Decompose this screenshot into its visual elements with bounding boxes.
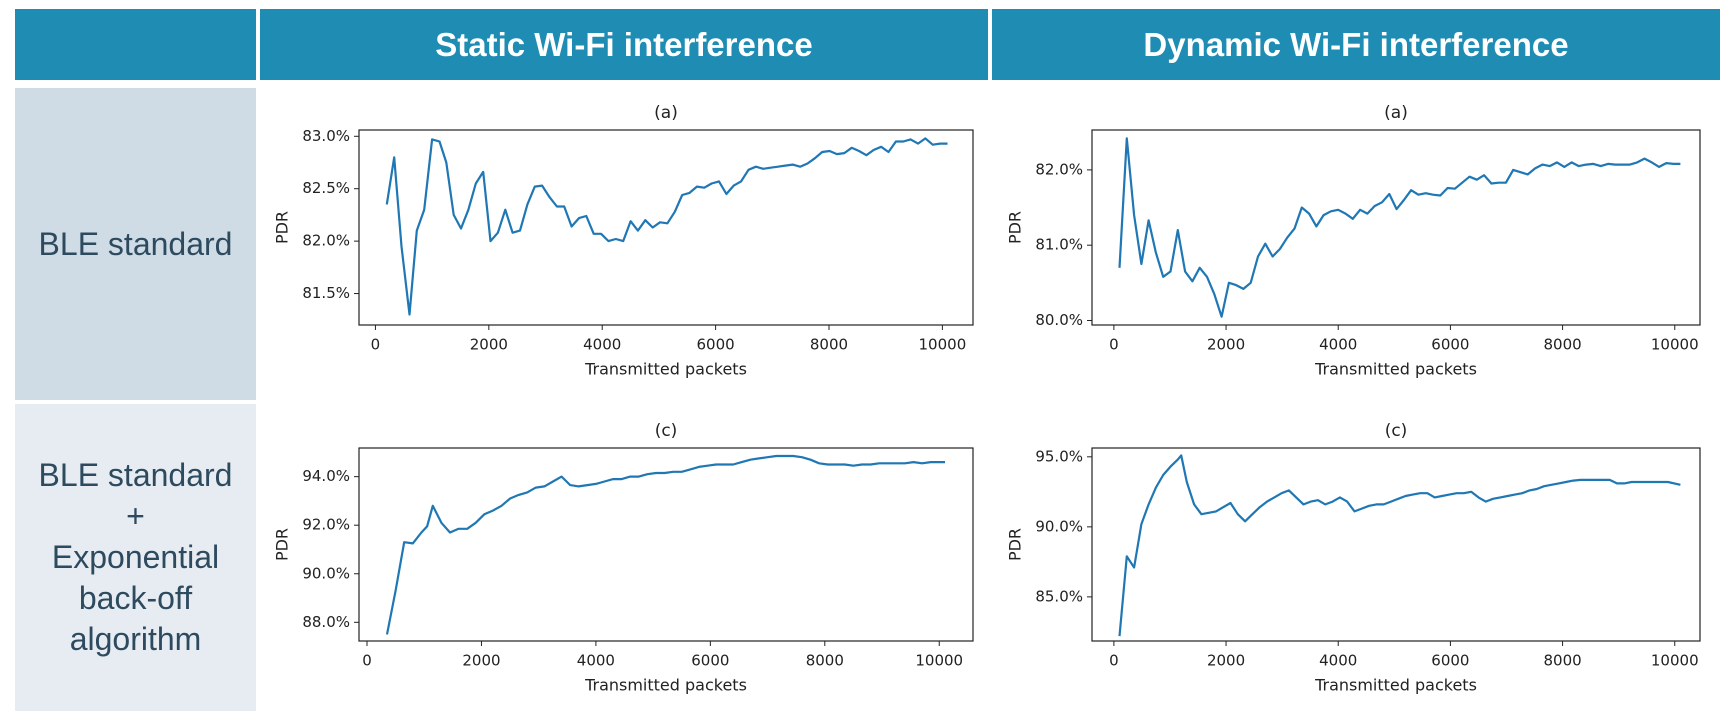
row-label: BLE standard + Exponential back-off algorith… xyxy=(15,404,256,711)
y-axis-label: PDR xyxy=(273,528,292,561)
row-label-line: algorithm xyxy=(69,621,202,657)
x-tick-label: 8000 xyxy=(1543,652,1581,670)
header-text: Static Wi-Fi interference xyxy=(435,25,813,63)
header-cell: Static Wi-Fi interference xyxy=(260,9,988,80)
y-tick-label: 85.0% xyxy=(1035,587,1083,605)
x-tick-label: 0 xyxy=(1109,652,1119,670)
x-tick-label: 6000 xyxy=(1431,652,1469,670)
header-cell: Dynamic Wi-Fi interference xyxy=(992,9,1720,80)
row-label-line: Exponential xyxy=(51,539,220,575)
y-tick-label: 92.0% xyxy=(302,516,350,534)
row-label-line: BLE standard xyxy=(38,225,233,262)
x-tick-label: 4000 xyxy=(1319,336,1357,354)
plot-frame xyxy=(1091,129,1701,326)
y-tick-label: 95.0% xyxy=(1035,447,1083,465)
x-tick-label: 6000 xyxy=(691,652,729,670)
x-tick-label: 8000 xyxy=(1543,336,1581,354)
y-tick-label: 82.0% xyxy=(1035,160,1083,178)
y-tick-label: 90.0% xyxy=(302,564,350,582)
data-line xyxy=(1118,454,1681,637)
x-tick-label: 2000 xyxy=(1207,336,1245,354)
x-tick-label: 4000 xyxy=(583,336,621,354)
x-tick-label: 6000 xyxy=(697,336,735,354)
x-tick-label: 0 xyxy=(371,336,381,354)
x-tick-label: 2000 xyxy=(462,652,500,670)
y-tick-label: 88.0% xyxy=(302,613,350,631)
x-axis-label: Transmitted packets xyxy=(1314,360,1477,379)
data-line xyxy=(385,454,945,635)
row-label-line: back-off xyxy=(78,580,193,616)
x-tick-label: 10000 xyxy=(915,652,963,670)
y-tick-label: 82.5% xyxy=(302,179,350,197)
y-tick-label: 90.0% xyxy=(1035,517,1083,535)
chart-title: (c) xyxy=(655,421,678,441)
x-tick-label: 4000 xyxy=(1319,652,1357,670)
chart-title: (a) xyxy=(654,103,678,123)
chart-title: (c) xyxy=(1385,421,1408,441)
x-tick-label: 10000 xyxy=(1651,336,1699,354)
x-tick-label: 2000 xyxy=(1207,652,1245,670)
y-axis-label: PDR xyxy=(273,211,292,244)
x-tick-label: 2000 xyxy=(470,336,508,354)
x-tick-label: 0 xyxy=(362,652,372,670)
y-axis-label: PDR xyxy=(1006,528,1025,561)
x-tick-label: 4000 xyxy=(577,652,615,670)
plot-frame xyxy=(1091,447,1701,642)
y-tick-label: 80.0% xyxy=(1035,311,1083,329)
x-tick-label: 10000 xyxy=(1651,652,1699,670)
y-tick-label: 81.0% xyxy=(1035,236,1083,254)
y-tick-label: 94.0% xyxy=(302,467,350,485)
header-corner xyxy=(15,9,256,80)
row-label-line: BLE standard xyxy=(38,457,233,493)
x-tick-label: 8000 xyxy=(810,336,848,354)
y-tick-label: 83.0% xyxy=(302,127,350,145)
row-label-line: + xyxy=(126,498,145,534)
data-line xyxy=(385,137,948,316)
y-axis-label: PDR xyxy=(1006,211,1025,244)
x-axis-label: Transmitted packets xyxy=(584,676,747,695)
x-tick-label: 8000 xyxy=(806,652,844,670)
y-tick-label: 81.5% xyxy=(302,284,350,302)
data-line xyxy=(1118,137,1681,318)
header-text: Dynamic Wi-Fi interference xyxy=(1143,25,1569,63)
row-label: BLE standard xyxy=(15,88,256,400)
chart-title: (a) xyxy=(1384,103,1408,123)
x-tick-label: 6000 xyxy=(1431,336,1469,354)
plot-frame xyxy=(358,447,974,642)
x-tick-label: 10000 xyxy=(919,336,967,354)
x-tick-label: 0 xyxy=(1109,336,1119,354)
x-axis-label: Transmitted packets xyxy=(1314,676,1477,695)
plot-frame xyxy=(358,129,974,326)
x-axis-label: Transmitted packets xyxy=(584,360,747,379)
y-tick-label: 82.0% xyxy=(302,232,350,250)
